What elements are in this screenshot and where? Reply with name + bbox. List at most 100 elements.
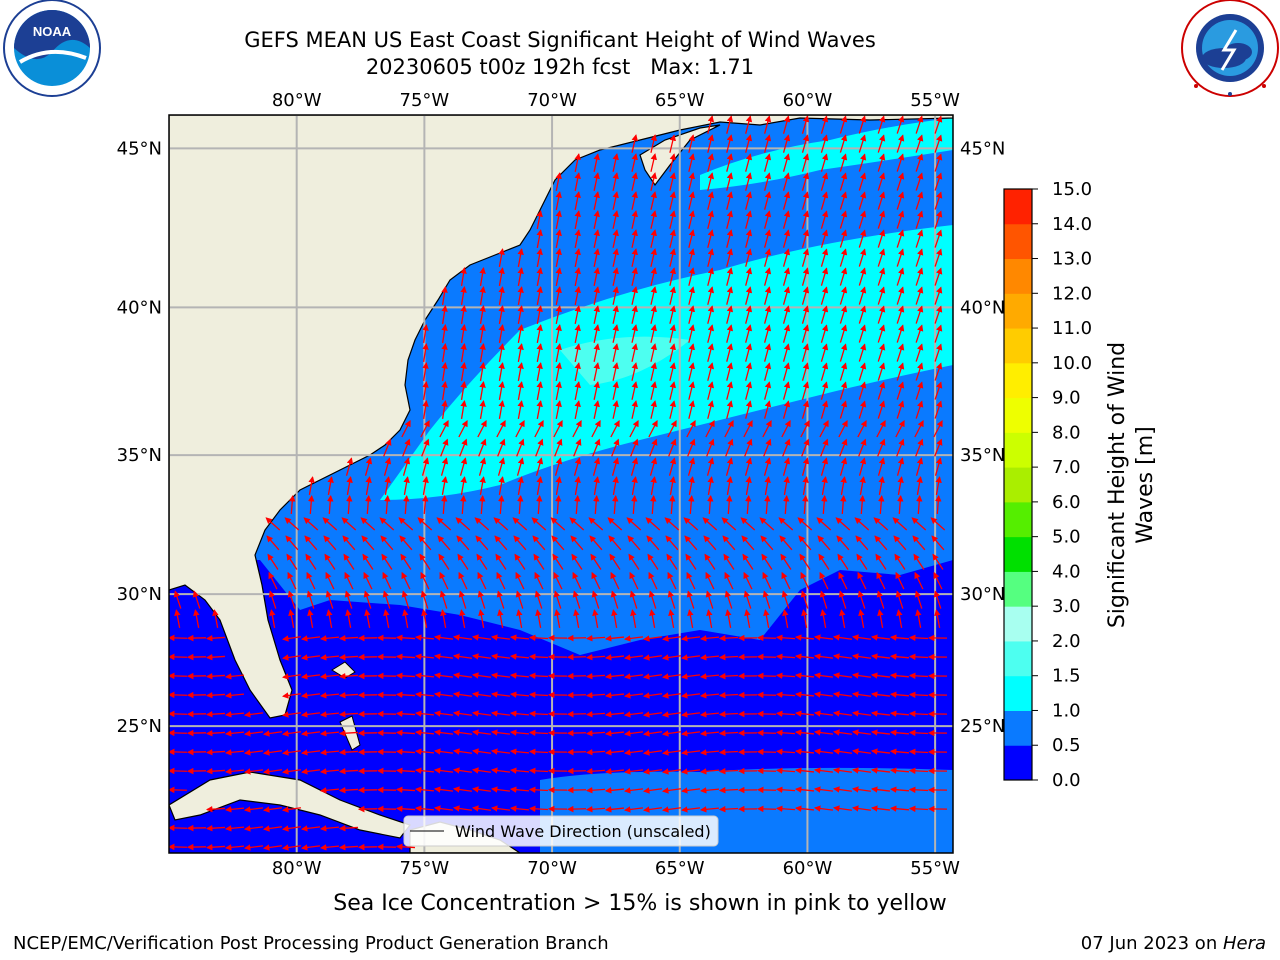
wave-direction-arrow	[420, 420, 430, 438]
wave-direction-arrow	[650, 286, 657, 305]
wave-direction-arrow	[858, 381, 867, 400]
colorbar-segment	[1004, 536, 1032, 572]
wave-direction-arrow	[476, 553, 488, 570]
wave-direction-arrow	[611, 457, 620, 476]
wave-direction-arrow	[438, 553, 450, 570]
wave-direction-arrow	[441, 324, 448, 343]
wave-direction-arrow	[852, 653, 872, 660]
wave-direction-arrow	[838, 420, 848, 438]
wave-direction-arrow	[631, 172, 638, 191]
wave-direction-arrow	[509, 691, 530, 698]
wave-direction-arrow	[889, 748, 910, 755]
wave-direction-arrow	[915, 286, 924, 305]
colorbar-label-line1: Significant Height of Wind	[1105, 342, 1130, 628]
wave-direction-arrow	[592, 438, 601, 457]
wave-direction-arrow	[801, 153, 810, 172]
wave-direction-arrow	[630, 609, 637, 628]
wave-direction-arrow	[687, 609, 694, 628]
wave-direction-arrow	[726, 400, 734, 419]
wave-direction-arrow	[908, 672, 929, 680]
wave-direction-arrow	[460, 400, 467, 419]
wave-direction-arrow	[174, 609, 181, 628]
wave-direction-arrow	[889, 710, 910, 717]
wave-direction-arrow	[662, 692, 682, 699]
wave-direction-arrow	[763, 305, 772, 324]
wave-direction-arrow	[555, 229, 562, 248]
wave-direction-arrow	[395, 653, 416, 661]
wave-direction-arrow	[402, 438, 411, 457]
wave-direction-arrow	[319, 749, 340, 756]
wave-direction-arrow	[630, 438, 639, 457]
wave-direction-arrow	[627, 535, 641, 551]
wave-direction-arrow	[573, 438, 582, 457]
wave-direction-arrow	[858, 609, 865, 628]
wave-direction-arrow	[745, 400, 753, 419]
wave-direction-arrow	[819, 420, 829, 438]
wave-direction-arrow	[460, 305, 467, 324]
wave-direction-arrow	[726, 248, 734, 267]
wave-direction-arrow	[266, 535, 280, 551]
wave-direction-arrow	[839, 305, 848, 324]
wave-direction-arrow	[305, 553, 317, 570]
wave-direction-arrow	[192, 590, 201, 609]
wave-direction-arrow	[650, 362, 657, 381]
wave-direction-arrow	[395, 729, 416, 737]
wave-direction-arrow	[536, 305, 543, 324]
wave-direction-arrow	[858, 134, 867, 153]
wave-direction-arrow	[876, 571, 886, 590]
wave-direction-arrow	[224, 806, 245, 813]
lon-tick-label: 60°W	[783, 858, 833, 879]
wave-direction-arrow	[650, 229, 657, 248]
wave-direction-arrow	[763, 400, 772, 419]
wave-direction-arrow	[775, 805, 796, 812]
wave-direction-arrow	[418, 535, 432, 551]
wave-direction-arrow	[702, 517, 718, 531]
wave-direction-arrow	[516, 457, 525, 476]
wave-direction-arrow	[852, 672, 872, 679]
wave-direction-arrow	[688, 305, 696, 324]
wave-direction-arrow	[705, 420, 715, 438]
wave-direction-arrow	[282, 825, 302, 832]
wave-direction-arrow	[813, 710, 834, 717]
wave-direction-arrow	[779, 535, 793, 551]
wave-direction-arrow	[593, 210, 600, 229]
wave-direction-arrow	[870, 634, 891, 641]
wave-direction-arrow	[612, 362, 619, 381]
wave-direction-arrow	[536, 476, 543, 495]
wave-direction-arrow	[718, 805, 739, 813]
wave-direction-arrow	[224, 825, 245, 832]
wave-direction-arrow	[669, 172, 676, 191]
wave-direction-arrow	[669, 134, 676, 153]
wave-direction-arrow	[498, 494, 505, 515]
wave-direction-arrow	[813, 805, 834, 812]
wave-direction-arrow	[669, 476, 676, 495]
wave-direction-arrow	[361, 535, 375, 551]
legend-label: Wind Wave Direction (unscaled)	[455, 822, 711, 841]
wave-direction-arrow	[833, 767, 853, 774]
wave-direction-arrow	[574, 172, 581, 191]
wave-direction-arrow	[726, 362, 734, 381]
lon-tick-label: 55°W	[910, 90, 960, 111]
wave-direction-arrow	[857, 571, 867, 590]
wave-direction-arrow	[745, 305, 753, 324]
wave-direction-arrow	[778, 517, 794, 531]
wave-direction-arrow	[623, 711, 644, 718]
wave-direction-arrow	[870, 653, 891, 660]
lat-tick-label: 45°N	[117, 138, 162, 159]
wave-direction-arrow	[555, 191, 562, 210]
wave-direction-arrow	[794, 748, 815, 755]
wave-direction-arrow	[572, 571, 582, 590]
wave-direction-arrow	[840, 476, 847, 495]
wave-direction-arrow	[453, 786, 473, 793]
wave-direction-arrow	[319, 730, 340, 737]
wave-direction-arrow	[574, 267, 581, 286]
wave-direction-arrow	[574, 324, 581, 343]
wave-direction-arrow	[267, 553, 279, 570]
wave-direction-arrow	[662, 673, 682, 680]
wave-direction-arrow	[801, 172, 810, 191]
wave-direction-arrow	[707, 191, 715, 210]
wave-direction-arrow	[205, 843, 226, 851]
wave-direction-arrow	[422, 494, 429, 515]
wave-field-1.5-2.0	[560, 336, 690, 385]
wave-direction-arrow	[528, 805, 549, 813]
